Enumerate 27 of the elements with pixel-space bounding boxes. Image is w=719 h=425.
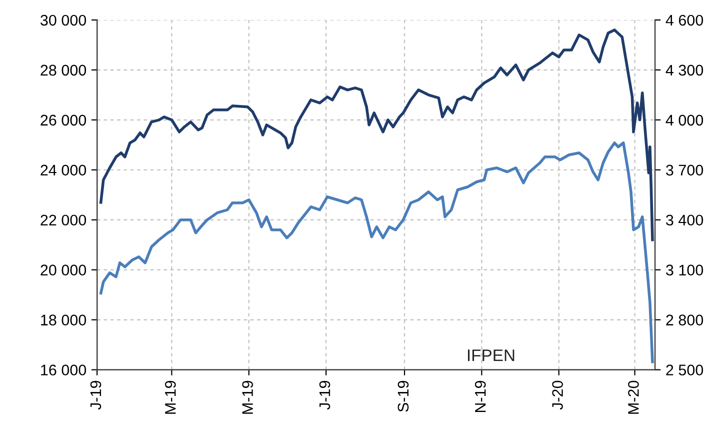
line-series: [99, 142, 654, 364]
y2-tick-label: 2 500: [666, 364, 704, 376]
y2-tick-label: 3 100: [666, 264, 704, 276]
x-tick-label: J-20: [552, 380, 563, 410]
y2-tick-label: 4 000: [666, 114, 704, 126]
y2-tick-label: 3 400: [666, 214, 704, 226]
y2-tick-label: 3 700: [666, 164, 704, 176]
x-tick-label: M-19: [164, 380, 176, 414]
y-tick-label: 30 000: [40, 14, 86, 26]
x-tick-label: J-19: [319, 380, 330, 410]
x-tick-label: N-19: [474, 380, 486, 412]
y-tick-label: 28 000: [40, 64, 86, 76]
annotation: IFPEN: [468, 350, 514, 362]
y-tick-label: 22 000: [40, 214, 86, 226]
x-tick-label: J-19: [90, 380, 102, 410]
x-tick-label: M-19: [242, 380, 253, 414]
y2-tick-label: 4 600: [666, 14, 704, 26]
y-tick-label: 24 000: [40, 164, 86, 176]
line-series: [99, 28, 654, 242]
y-tick-label: 20 000: [40, 264, 86, 276]
y2-tick-label: 4 300: [666, 64, 704, 76]
x-tick-label: S-19: [398, 380, 409, 412]
x-tick-label: M-20: [628, 380, 639, 414]
y2-tick-label: 2 800: [666, 314, 704, 326]
y-tick-label: 18 000: [41, 314, 86, 326]
y-tick-label: 16 000: [41, 364, 86, 376]
y-tick-label: 26 000: [40, 114, 86, 126]
